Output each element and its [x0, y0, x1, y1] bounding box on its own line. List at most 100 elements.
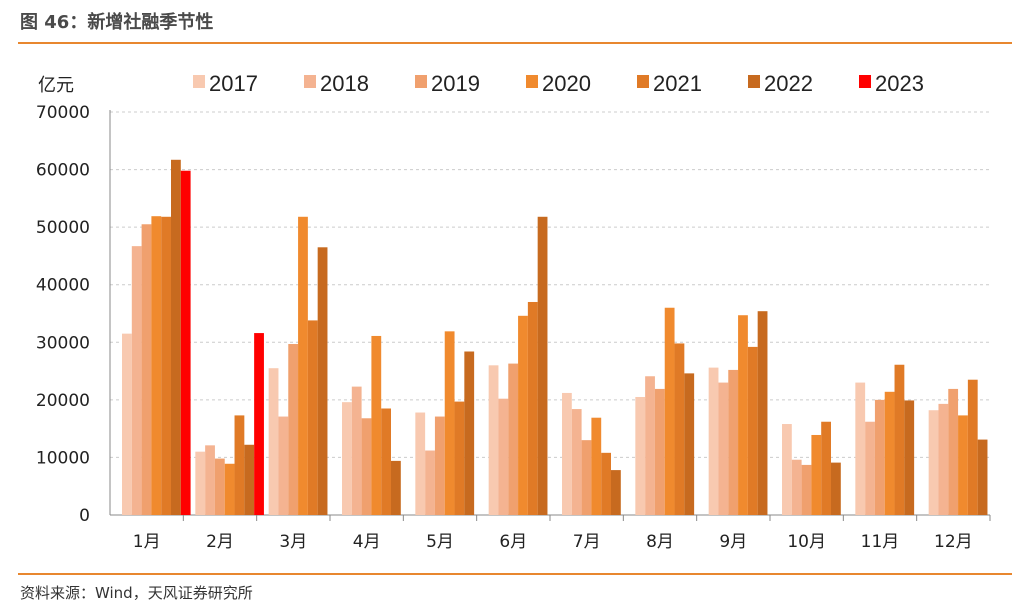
source-rule	[18, 573, 1012, 575]
bar-2021-7	[601, 452, 611, 515]
bar-2023-1	[180, 170, 191, 516]
bar-2021-4	[381, 408, 391, 515]
x-tick-label: 2月	[206, 532, 234, 552]
bar-2018-8	[645, 376, 655, 515]
bar-2019-7	[581, 440, 592, 515]
legend-swatch-2017	[193, 75, 205, 88]
bar-2020-7	[591, 417, 602, 515]
y-unit-label: 亿元	[38, 75, 74, 96]
bar-2020-10	[811, 434, 822, 515]
bar-2022-8	[684, 373, 695, 515]
bar-2017-8	[635, 396, 646, 515]
bar-2021-5	[454, 401, 465, 515]
x-tick-label: 11月	[861, 532, 900, 552]
bar-2017-11	[855, 382, 866, 515]
y-tick-label: 40000	[36, 276, 90, 296]
y-tick-label: 60000	[36, 161, 90, 181]
bar-2021-6	[527, 301, 538, 515]
bar-2018-7	[571, 409, 582, 515]
figure-title: 图 46：新增社融季节性	[20, 12, 214, 33]
bar-2018-11	[865, 421, 875, 515]
x-tick-label: 10月	[787, 532, 826, 552]
bar-2017-6	[488, 365, 499, 515]
bar-2020-11	[884, 391, 895, 515]
bar-2018-3	[278, 416, 289, 515]
legend-swatch-2022	[748, 75, 760, 88]
legend-label-2019: 2019	[431, 71, 480, 96]
bar-2018-4	[351, 386, 362, 515]
x-tick-label: 8月	[646, 532, 674, 552]
bar-2019-8	[654, 388, 665, 515]
bar-2020-3	[298, 216, 308, 515]
bar-2021-12	[967, 379, 978, 515]
bar-2022-7	[611, 470, 621, 515]
bar-2019-4	[361, 418, 372, 515]
x-tick-label: 12月	[934, 532, 973, 552]
bar-2021-10	[821, 421, 831, 515]
bar-2020-6	[518, 315, 528, 515]
bar-2021-3	[307, 320, 318, 515]
bar-2019-10	[801, 464, 812, 515]
bar-2020-1	[151, 216, 162, 515]
bar-2018-2	[205, 445, 215, 515]
legend-label-2020: 2020	[542, 71, 591, 96]
bar-2020-5	[444, 331, 455, 515]
y-tick-label: 70000	[36, 103, 90, 123]
bar-2022-4	[391, 460, 401, 515]
bar-2020-9	[738, 315, 748, 515]
bar-2018-6	[498, 398, 509, 515]
x-tick-label: 7月	[573, 532, 601, 552]
source-note: 资料来源：Wind，天风证券研究所	[20, 584, 253, 602]
bar-2020-2	[224, 463, 235, 515]
bar-2020-4	[371, 335, 382, 515]
bar-2021-9	[747, 346, 758, 515]
legend-swatch-2021	[637, 75, 649, 88]
bar-2021-2	[234, 415, 245, 515]
bar-2019-2	[214, 458, 225, 515]
x-tick-label: 3月	[279, 532, 307, 552]
bar-2021-8	[674, 343, 685, 515]
bar-2020-8	[664, 307, 675, 515]
legend-label-2022: 2022	[764, 71, 813, 96]
bar-2022-6	[537, 216, 548, 515]
bar-2017-2	[195, 451, 206, 515]
bar-2020-12	[958, 415, 968, 515]
y-tick-label: 30000	[36, 333, 90, 353]
bar-2022-5	[464, 351, 475, 515]
bar-2021-1	[161, 216, 171, 515]
bar-2017-9	[708, 367, 719, 515]
bar-2019-12	[948, 388, 959, 515]
bar-2017-1	[122, 333, 132, 515]
legend-swatch-2023	[859, 75, 871, 88]
bar-2022-1	[171, 159, 181, 515]
y-tick-label: 0	[79, 506, 90, 526]
legend-swatch-2019	[415, 75, 427, 88]
bar-2019-1	[141, 224, 152, 515]
legend-swatch-2020	[526, 75, 538, 88]
x-tick-label: 6月	[499, 532, 527, 552]
bar-2022-2	[244, 444, 255, 515]
bar-2017-10	[782, 424, 792, 515]
bar-2019-11	[874, 399, 885, 515]
x-tick-label: 5月	[426, 532, 454, 552]
legend-label-2018: 2018	[320, 71, 369, 96]
bar-2018-10	[791, 459, 802, 515]
bar-2017-3	[268, 368, 279, 515]
bar-2021-11	[894, 364, 905, 515]
bar-2022-3	[317, 247, 328, 516]
y-tick-label: 50000	[36, 218, 90, 238]
y-tick-label: 10000	[36, 448, 90, 468]
bar-2022-10	[831, 462, 841, 515]
bar-2022-11	[904, 400, 915, 515]
bar-2019-6	[508, 363, 519, 515]
bar-2022-12	[977, 439, 988, 515]
y-tick-label: 20000	[36, 391, 90, 411]
bar-2018-9	[718, 382, 729, 515]
x-tick-label: 9月	[719, 532, 747, 552]
legend-label-2017: 2017	[209, 71, 258, 96]
bar-2017-12	[928, 410, 939, 515]
bar-2018-1	[131, 246, 142, 516]
bar-2017-4	[342, 402, 352, 515]
legend-swatch-2018	[304, 75, 316, 88]
